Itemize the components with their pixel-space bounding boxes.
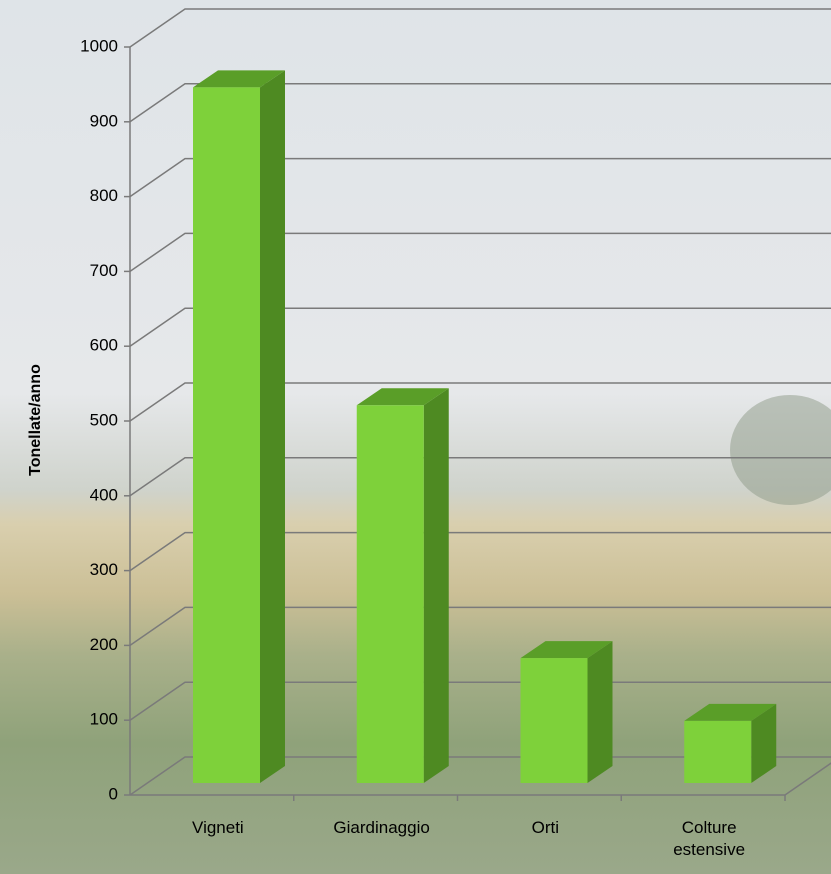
bar xyxy=(356,405,424,783)
grid-line xyxy=(129,382,831,422)
x-tick-label: Giardinaggio xyxy=(333,818,430,837)
x-tick-label: Vigneti xyxy=(192,818,244,837)
floor-edge xyxy=(784,762,831,796)
grid-line xyxy=(129,8,831,48)
grid-line xyxy=(129,531,831,572)
y-tick-label: 200 xyxy=(90,635,118,654)
bar-top xyxy=(520,641,613,659)
y-tick-label: 400 xyxy=(90,485,118,504)
bar-top xyxy=(193,70,285,88)
y-tick-label: 500 xyxy=(90,410,118,429)
bar-side xyxy=(423,388,449,783)
bar xyxy=(684,720,752,783)
x-tick-label: Colture estensive xyxy=(673,818,746,859)
y-tick-label: 600 xyxy=(90,336,118,355)
grid-line xyxy=(129,756,831,796)
bar-side xyxy=(260,70,285,784)
bar xyxy=(193,87,260,784)
bar-side xyxy=(587,641,613,783)
y-tick-label: 900 xyxy=(90,111,118,130)
grid-line xyxy=(129,681,831,721)
grid-line xyxy=(129,457,831,497)
y-tick-label: 1000 xyxy=(80,36,118,55)
y-tick-label: 100 xyxy=(90,710,118,729)
y-tick-label: 700 xyxy=(90,261,118,280)
y-tick-label: 800 xyxy=(90,186,118,205)
bar-side xyxy=(751,703,777,783)
bar-top xyxy=(684,703,777,721)
bar xyxy=(520,658,588,783)
bar-top xyxy=(356,388,449,406)
grid-line xyxy=(129,157,831,198)
grid-line xyxy=(129,83,831,123)
grid-line xyxy=(129,232,831,273)
y-tick-label: 300 xyxy=(90,560,118,579)
y-tick-label: 0 xyxy=(109,784,118,803)
y-axis-title: Tonellate/anno xyxy=(27,364,44,476)
tree xyxy=(730,395,831,505)
x-tick-label: Orti xyxy=(531,818,560,837)
grid-line xyxy=(129,307,831,347)
grid-line xyxy=(129,606,831,647)
